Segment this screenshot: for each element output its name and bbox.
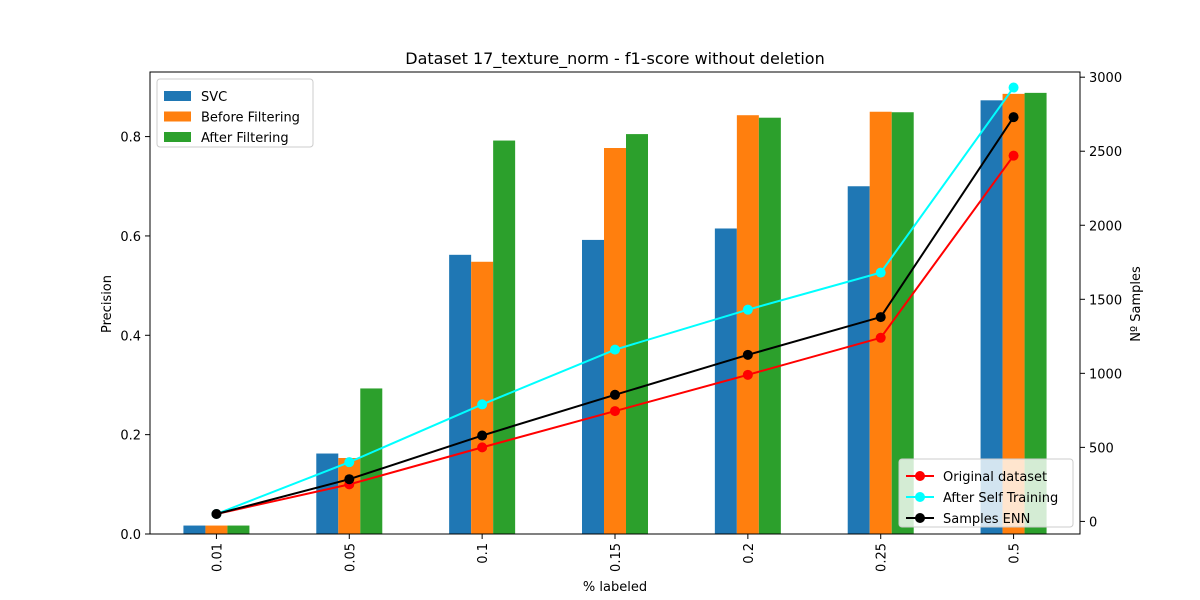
bar-svc-6 bbox=[980, 100, 1003, 534]
legend-bars-box bbox=[156, 78, 314, 148]
y-tick-label: 0.8 bbox=[120, 131, 141, 146]
y-tick-label: 0.6 bbox=[120, 230, 141, 245]
legend-label: After Self Training bbox=[943, 491, 1058, 506]
y2-tick-label: 3000 bbox=[1089, 71, 1122, 86]
bar-after-filtering-3 bbox=[626, 134, 648, 534]
bars-layer bbox=[183, 92, 1047, 535]
bar-after-filtering-1 bbox=[360, 388, 383, 534]
legend-marker-original-dataset bbox=[915, 471, 925, 481]
bar-before-filtering-6 bbox=[1002, 93, 1025, 534]
bar-after-filtering-0 bbox=[227, 525, 250, 534]
y-tick-label: 0.0 bbox=[120, 528, 141, 543]
point-original-dataset-2 bbox=[477, 442, 488, 453]
point-samples-enn-5 bbox=[875, 312, 886, 323]
bar-svc-5 bbox=[847, 186, 870, 535]
point-samples-enn-2 bbox=[477, 430, 488, 441]
axes-layer: 0.0 0.2 0.4 0.6 0.8 0 500 1000 1500 2000 2500 3000 0… bbox=[120, 71, 1122, 572]
legend-bars: SVC Before Filtering After Filtering bbox=[156, 78, 314, 148]
point-samples-enn-6 bbox=[1008, 112, 1019, 123]
bar-before-filtering-3 bbox=[604, 148, 626, 534]
legend-label: SVC bbox=[201, 90, 227, 105]
bar-after-filtering-6 bbox=[1024, 92, 1047, 535]
legend-marker-samples-enn bbox=[915, 513, 925, 523]
bar-before-filtering-2 bbox=[471, 261, 494, 534]
bar-svc-1 bbox=[316, 453, 339, 534]
x-tick-label: 0.05 bbox=[343, 543, 358, 572]
point-after-self-training-5 bbox=[875, 267, 886, 278]
bar-before-filtering-4 bbox=[736, 115, 759, 534]
y2-tick-label: 0 bbox=[1089, 515, 1097, 530]
y2-tick-label: 1500 bbox=[1089, 293, 1122, 308]
legend-lines-box bbox=[898, 458, 1074, 528]
legend-swatch-svc bbox=[164, 91, 191, 101]
point-samples-enn-4 bbox=[742, 349, 753, 360]
y2-tick-label: 2500 bbox=[1089, 145, 1122, 160]
legend-swatch-after-filtering bbox=[164, 132, 191, 142]
legend-label: Original dataset bbox=[943, 470, 1047, 485]
x-tick-label: 0.5 bbox=[1008, 543, 1023, 564]
legend-swatch-before-filtering bbox=[164, 111, 191, 122]
y2-tick-label: 1000 bbox=[1089, 367, 1122, 382]
point-after-self-training-4 bbox=[742, 304, 753, 315]
y2-tick-label: 500 bbox=[1089, 441, 1114, 456]
bar-svc-2 bbox=[449, 254, 472, 534]
bar-svc-3 bbox=[582, 239, 604, 535]
point-original-dataset-4 bbox=[742, 369, 753, 380]
y-tick-label: 0.2 bbox=[120, 429, 141, 444]
bar-after-filtering-4 bbox=[758, 117, 781, 535]
bar-svc-0 bbox=[183, 525, 206, 534]
point-after-self-training-6 bbox=[1008, 82, 1019, 93]
y-axis-title: Precision bbox=[100, 275, 115, 333]
point-original-dataset-6 bbox=[1008, 150, 1019, 161]
point-original-dataset-3 bbox=[610, 406, 620, 417]
y2-axis-title: Nº Samples bbox=[1129, 266, 1144, 342]
point-after-self-training-3 bbox=[610, 344, 620, 355]
x-tick-label: 0.25 bbox=[875, 543, 890, 572]
y-tick-label: 0.4 bbox=[120, 329, 141, 344]
x-tick-label: 0.01 bbox=[210, 543, 225, 572]
legend-label: Samples ENN bbox=[943, 512, 1030, 527]
legend-label: After Filtering bbox=[201, 131, 289, 146]
bar-before-filtering-5 bbox=[869, 111, 892, 534]
chart-title: Dataset 17_texture_norm - f1-score witho… bbox=[405, 49, 824, 69]
point-samples-enn-3 bbox=[610, 389, 620, 400]
legend-lines: Original dataset After Self Training Sampl… bbox=[898, 458, 1074, 528]
x-tick-label: 0.2 bbox=[742, 543, 757, 564]
point-after-self-training-1 bbox=[344, 457, 355, 468]
x-axis-title: % labeled bbox=[583, 580, 647, 595]
point-samples-enn-0 bbox=[211, 509, 222, 520]
point-original-dataset-5 bbox=[875, 332, 886, 343]
legend-marker-after-self-training bbox=[915, 492, 925, 502]
bar-after-filtering-2 bbox=[493, 140, 516, 534]
bar-after-filtering-5 bbox=[891, 112, 914, 534]
bar-before-filtering-0 bbox=[205, 525, 228, 534]
x-tick-label: 0.1 bbox=[476, 543, 491, 564]
point-after-self-training-2 bbox=[477, 399, 488, 410]
point-samples-enn-1 bbox=[344, 474, 355, 485]
x-tick-label: 0.15 bbox=[609, 543, 624, 572]
lines-layer bbox=[211, 82, 1019, 520]
y2-tick-label: 2000 bbox=[1089, 219, 1122, 234]
legend-label: Before Filtering bbox=[201, 111, 300, 126]
bar-before-filtering-1 bbox=[338, 457, 361, 534]
